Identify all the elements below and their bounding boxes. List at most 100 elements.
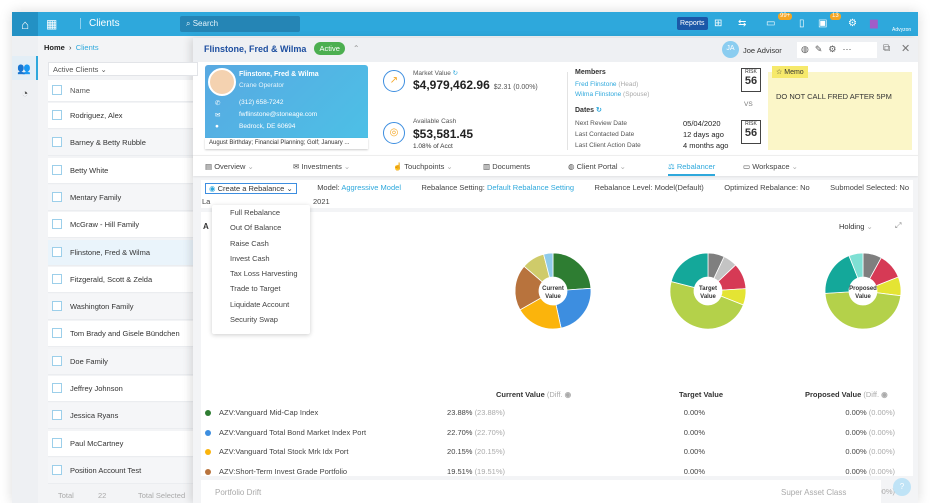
risk-score-badge[interactable]: RISK 56 xyxy=(741,68,761,92)
create-rebalance-dropdown[interactable]: ◉ Create a Rebalance ⌄ xyxy=(205,183,297,194)
model-link[interactable]: Aggressive Model xyxy=(341,183,401,192)
menu-item[interactable]: Full Rebalance xyxy=(230,208,281,217)
pie-slice[interactable] xyxy=(670,252,709,289)
asset-class-select[interactable]: Super Asset Class xyxy=(781,488,847,497)
menu-item[interactable]: Liquidate Account xyxy=(230,299,290,309)
tab-rebalancer[interactable]: ⚖ Rebalancer xyxy=(668,162,716,176)
tab-overview[interactable]: ▤ Overview ⌄ xyxy=(205,162,254,171)
menu-item[interactable]: Security Swap xyxy=(230,315,278,325)
breadcrumb-home[interactable]: Home xyxy=(44,43,65,52)
card-tags[interactable]: August Birthday; Financial Planning; Gol… xyxy=(205,138,368,149)
member-link[interactable]: Fred Flinstone xyxy=(575,81,617,88)
open-external-icon[interactable]: ⧉ xyxy=(883,43,891,54)
chevron-down-icon: ⌄ xyxy=(247,162,254,171)
client-row[interactable]: Tom Brady and Gisele Bündchen xyxy=(48,321,208,348)
collapse-icon[interactable]: ⌃ xyxy=(352,44,360,53)
row-checkbox[interactable] xyxy=(52,410,62,421)
member-link[interactable]: Wilma Flinstone xyxy=(575,91,622,98)
pie-slice[interactable] xyxy=(543,252,554,278)
tab-workspace[interactable]: ▭ Workspace ⌄ xyxy=(743,162,798,171)
client-row[interactable]: Jessica Ryans xyxy=(48,403,208,430)
client-name: Washington Family xyxy=(70,302,134,312)
menu-item[interactable]: Trade to Target xyxy=(230,284,281,294)
calendar-icon[interactable]: ▣ xyxy=(818,18,828,29)
client-row[interactable]: Paul McCartney xyxy=(48,430,208,457)
pie-slice[interactable] xyxy=(669,281,744,330)
chat-icon[interactable]: ▭ xyxy=(766,18,776,29)
pie-slice[interactable] xyxy=(555,287,592,329)
select-all-checkbox[interactable] xyxy=(52,85,62,95)
row-checkbox[interactable] xyxy=(52,137,62,148)
risk-target-badge[interactable]: RISK 56 xyxy=(741,120,761,144)
tab-investments[interactable]: ✉ Investments ⌄ xyxy=(293,162,351,171)
client-row[interactable]: Fitzgerald, Scott & Zelda xyxy=(48,266,208,293)
home-icon[interactable]: ⌂ xyxy=(12,12,38,36)
tab-touchpoints[interactable]: ☝ Touchpoints ⌄ xyxy=(393,162,453,171)
client-name: Paul McCartney xyxy=(70,438,124,448)
row-checkbox[interactable] xyxy=(52,246,62,257)
cash-coins-icon: ◎ xyxy=(383,122,405,144)
gear-icon[interactable]: ⚙ xyxy=(828,44,843,54)
piggy-bank-icon[interactable]: ◔ xyxy=(21,88,29,100)
view-select[interactable]: Holding ⌄ xyxy=(839,222,873,231)
menu-item[interactable]: Invest Cash xyxy=(230,253,270,263)
client-filter-select[interactable]: Active Clients ⌄ xyxy=(48,62,198,76)
name-column-header[interactable]: Name xyxy=(70,86,91,95)
market-value: $4,979,462.96 xyxy=(413,78,490,92)
row-checkbox[interactable] xyxy=(52,191,62,202)
menu-item[interactable]: Raise Cash xyxy=(230,238,269,248)
client-row[interactable]: Mentary Family xyxy=(48,184,208,211)
row-checkbox[interactable] xyxy=(52,355,62,366)
pie-slice[interactable] xyxy=(552,252,592,291)
breadcrumb-current: Clients xyxy=(75,43,99,52)
avatar xyxy=(208,68,236,96)
advisor-name[interactable]: Joe Advisor xyxy=(743,46,782,55)
client-row[interactable]: Flinstone, Fred & Wilma xyxy=(48,239,208,266)
pie-slice[interactable] xyxy=(848,252,864,279)
expand-icon[interactable]: ⤢ xyxy=(895,221,902,230)
client-row[interactable]: Rodriguez, Alex xyxy=(48,103,208,129)
tab-client-portal[interactable]: ◍ Client Portal ⌄ xyxy=(568,162,626,171)
settings-icon[interactable]: ⚙ xyxy=(848,18,857,29)
client-row[interactable]: Jeffrey Johnson xyxy=(48,376,208,402)
search-input[interactable]: ⌕ Search xyxy=(180,16,300,32)
row-checkbox[interactable] xyxy=(52,301,62,312)
client-row[interactable]: McGraw - Hill Family xyxy=(48,212,208,239)
pie-center-label: Value xyxy=(700,294,716,300)
client-row[interactable]: Position Account Test xyxy=(48,457,208,484)
tab-documents[interactable]: ▥ Documents xyxy=(483,162,531,171)
add-icon[interactable]: ⊞ xyxy=(714,18,723,29)
menu-item[interactable]: Tax Loss Harvesting xyxy=(230,269,298,279)
users-icon[interactable]: 👥 xyxy=(12,56,38,80)
row-checkbox[interactable] xyxy=(52,328,62,339)
row-checkbox[interactable] xyxy=(52,273,62,284)
globe-icon[interactable]: ◍ xyxy=(801,44,815,54)
card-email[interactable]: fwflinstone@stoneage.com xyxy=(239,111,318,118)
apps-grid-icon[interactable]: ▦ xyxy=(46,17,58,31)
refresh-icon[interactable]: ↻ xyxy=(452,70,459,77)
flag-icon[interactable]: ▆ xyxy=(870,18,878,29)
sign-icon[interactable]: ✎ xyxy=(814,44,829,54)
menu-item[interactable]: Out Of Balance xyxy=(230,223,282,233)
clipboard-icon[interactable]: ▯ xyxy=(799,18,805,29)
reports-button[interactable]: Reports xyxy=(677,17,708,30)
card-phone[interactable]: (312) 658-7242 xyxy=(239,99,284,106)
setting-link[interactable]: Default Rebalance Setting xyxy=(486,183,575,192)
client-row[interactable]: Washington Family xyxy=(48,294,208,321)
row-checkbox[interactable] xyxy=(52,110,62,120)
row-checkbox[interactable] xyxy=(52,464,62,475)
pie-slice[interactable] xyxy=(824,291,902,330)
help-button[interactable]: ? xyxy=(893,478,911,496)
row-checkbox[interactable] xyxy=(52,383,62,393)
total-count: 22 xyxy=(98,491,107,500)
row-checkbox[interactable] xyxy=(52,164,62,175)
client-row[interactable]: Betty White xyxy=(48,157,208,184)
app-window: ⌂ ▦ Clients ⌕ Search Reports ⊞ ⇆ ▭ 99+ ▯… xyxy=(12,12,918,503)
row-checkbox[interactable] xyxy=(52,437,62,448)
close-icon[interactable]: ✕ xyxy=(901,43,911,55)
client-row[interactable]: Doe Family xyxy=(48,348,208,375)
more-icon[interactable]: ⋯ xyxy=(842,44,858,54)
row-checkbox[interactable] xyxy=(52,219,62,230)
transfer-icon[interactable]: ⇆ xyxy=(738,18,747,29)
client-row[interactable]: Barney & Betty Rubble xyxy=(48,130,208,157)
